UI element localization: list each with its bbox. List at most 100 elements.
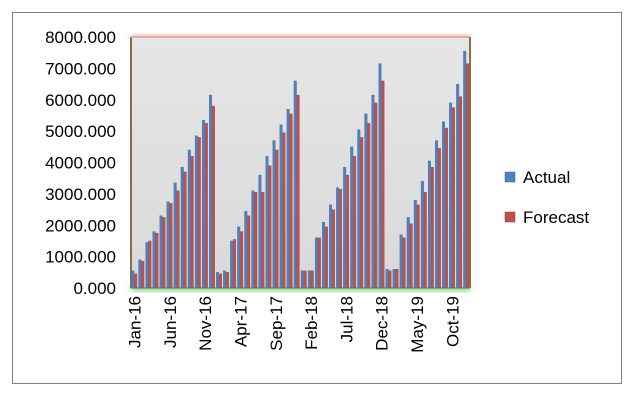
bar-forecast-dec-19 [466, 63, 470, 289]
bar-actual-oct-18 [364, 113, 368, 289]
bar-actual-jan-19 [385, 269, 389, 289]
bar-forecast-feb-17 [226, 272, 229, 289]
bar-forecast-aug-16 [183, 171, 187, 289]
bar-actual-apr-17 [237, 226, 241, 289]
x-tick-label: Dec-18 [373, 296, 392, 351]
bar-forecast-nov-17 [289, 113, 293, 289]
bar-forecast-jan-18 [303, 270, 307, 289]
bar-actual-nov-16 [201, 119, 205, 289]
legend-swatch-forecast [504, 211, 516, 223]
x-tick-label: Oct-19 [443, 296, 462, 347]
bar-forecast-sep-19 [444, 127, 448, 289]
x-tick-label: Nov-16 [196, 296, 215, 351]
bar-forecast-sep-17 [275, 149, 279, 289]
bar-forecast-oct-17 [282, 132, 286, 289]
bar-forecast-mar-17 [233, 239, 237, 289]
bar-forecast-jul-19 [430, 167, 434, 289]
bar-forecast-may-18 [331, 209, 335, 289]
bar-actual-dec-19 [463, 50, 467, 289]
bar-forecast-jun-18 [339, 189, 342, 289]
bar-actual-jul-16 [173, 182, 177, 289]
y-tick-label: 8000.000 [45, 28, 116, 47]
x-tick-label: Feb-18 [302, 296, 321, 350]
bar-forecast-nov-18 [374, 102, 378, 289]
bar-actual-may-19 [413, 199, 417, 289]
bar-forecast-sep-16 [190, 156, 194, 289]
bar-forecast-jan-19 [388, 270, 392, 289]
bar-actual-may-16 [159, 215, 163, 289]
bar-actual-aug-16 [180, 167, 184, 289]
x-axis-ticks: Jan-16 Jun-16 Nov-16 Apr-17 Sep-17 Feb-18 Jul-… [126, 296, 463, 353]
bar-actual-nov-17 [286, 109, 290, 289]
bar-forecast-jul-17 [261, 192, 265, 289]
legend-label-actual: Actual [523, 168, 570, 187]
bar-actual-oct-17 [279, 124, 283, 289]
x-tick-label: Apr-17 [231, 296, 250, 347]
bar-forecast-mar-16 [148, 240, 152, 289]
bar-actual-sep-19 [442, 121, 445, 289]
bar-actual-jan-17 [216, 272, 219, 289]
bar-actual-apr-18 [322, 221, 325, 289]
bar-actual-jul-17 [258, 174, 262, 289]
bar-actual-jan-18 [300, 270, 304, 289]
bar-forecast-apr-17 [240, 231, 244, 289]
bar-actual-apr-16 [152, 231, 156, 289]
bar-actual-jun-17 [251, 190, 255, 289]
bar-forecast-sep-18 [360, 137, 364, 289]
bar-actual-oct-19 [449, 102, 453, 289]
bar-forecast-feb-16 [141, 261, 145, 289]
y-tick-label: 1000.000 [45, 248, 116, 267]
bars [131, 50, 470, 289]
bar-forecast-jan-16 [134, 273, 138, 289]
bar-actual-dec-16 [209, 94, 212, 289]
y-tick-label: 0.000 [73, 279, 116, 298]
bar-forecast-mar-18 [317, 237, 321, 289]
bar-actual-aug-18 [350, 146, 354, 289]
bar-forecast-aug-19 [437, 148, 441, 289]
bar-actual-dec-17 [293, 80, 297, 289]
plot-background [131, 37, 470, 288]
y-tick-label: 3000.000 [45, 185, 116, 204]
bar-actual-aug-19 [435, 140, 438, 289]
bar-forecast-jun-17 [254, 192, 258, 289]
y-axis-ticks: 0.000 1000.000 2000.000 3000.000 4000.000 500… [45, 28, 116, 298]
bar-forecast-jul-18 [346, 174, 350, 289]
bar-forecast-oct-19 [452, 107, 455, 289]
y-tick-label: 7000.000 [45, 59, 116, 78]
bar-forecast-dec-18 [381, 80, 385, 289]
bar-actual-may-18 [329, 204, 332, 289]
x-tick-label: Sep-17 [267, 296, 286, 351]
bar-actual-sep-16 [187, 149, 191, 289]
bar-forecast-may-19 [416, 204, 420, 289]
bar-actual-jul-18 [343, 167, 347, 289]
bar-forecast-may-16 [162, 217, 166, 289]
bar-actual-nov-18 [371, 94, 375, 289]
bar-forecast-apr-19 [409, 223, 413, 289]
bar-actual-jun-18 [336, 187, 340, 289]
bar-forecast-oct-16 [197, 137, 201, 289]
bar-actual-mar-16 [145, 242, 149, 289]
bar-forecast-oct-18 [367, 123, 371, 289]
bar-forecast-apr-16 [155, 232, 159, 289]
bar-actual-feb-17 [223, 270, 227, 289]
bar-forecast-jun-16 [169, 203, 173, 289]
bar-actual-mar-18 [314, 237, 318, 289]
bar-forecast-nov-16 [204, 123, 208, 289]
bar-actual-oct-16 [194, 135, 198, 289]
bar-forecast-feb-19 [395, 269, 399, 289]
bar-actual-aug-17 [265, 156, 269, 289]
bar-forecast-jan-17 [218, 273, 222, 289]
bar-forecast-jul-16 [176, 190, 180, 289]
bar-actual-mar-19 [399, 234, 403, 289]
bar-forecast-aug-17 [268, 165, 272, 289]
x-tick-label: May-19 [408, 296, 427, 353]
y-tick-label: 5000.000 [45, 122, 116, 141]
x-tick-label: Jun-16 [161, 296, 180, 348]
bar-actual-may-17 [244, 210, 248, 289]
bar-actual-jun-19 [420, 181, 424, 289]
y-tick-label: 4000.000 [45, 154, 116, 173]
bar-forecast-dec-17 [296, 94, 300, 289]
bar-forecast-jun-19 [423, 192, 427, 289]
bar-actual-sep-17 [272, 140, 276, 289]
